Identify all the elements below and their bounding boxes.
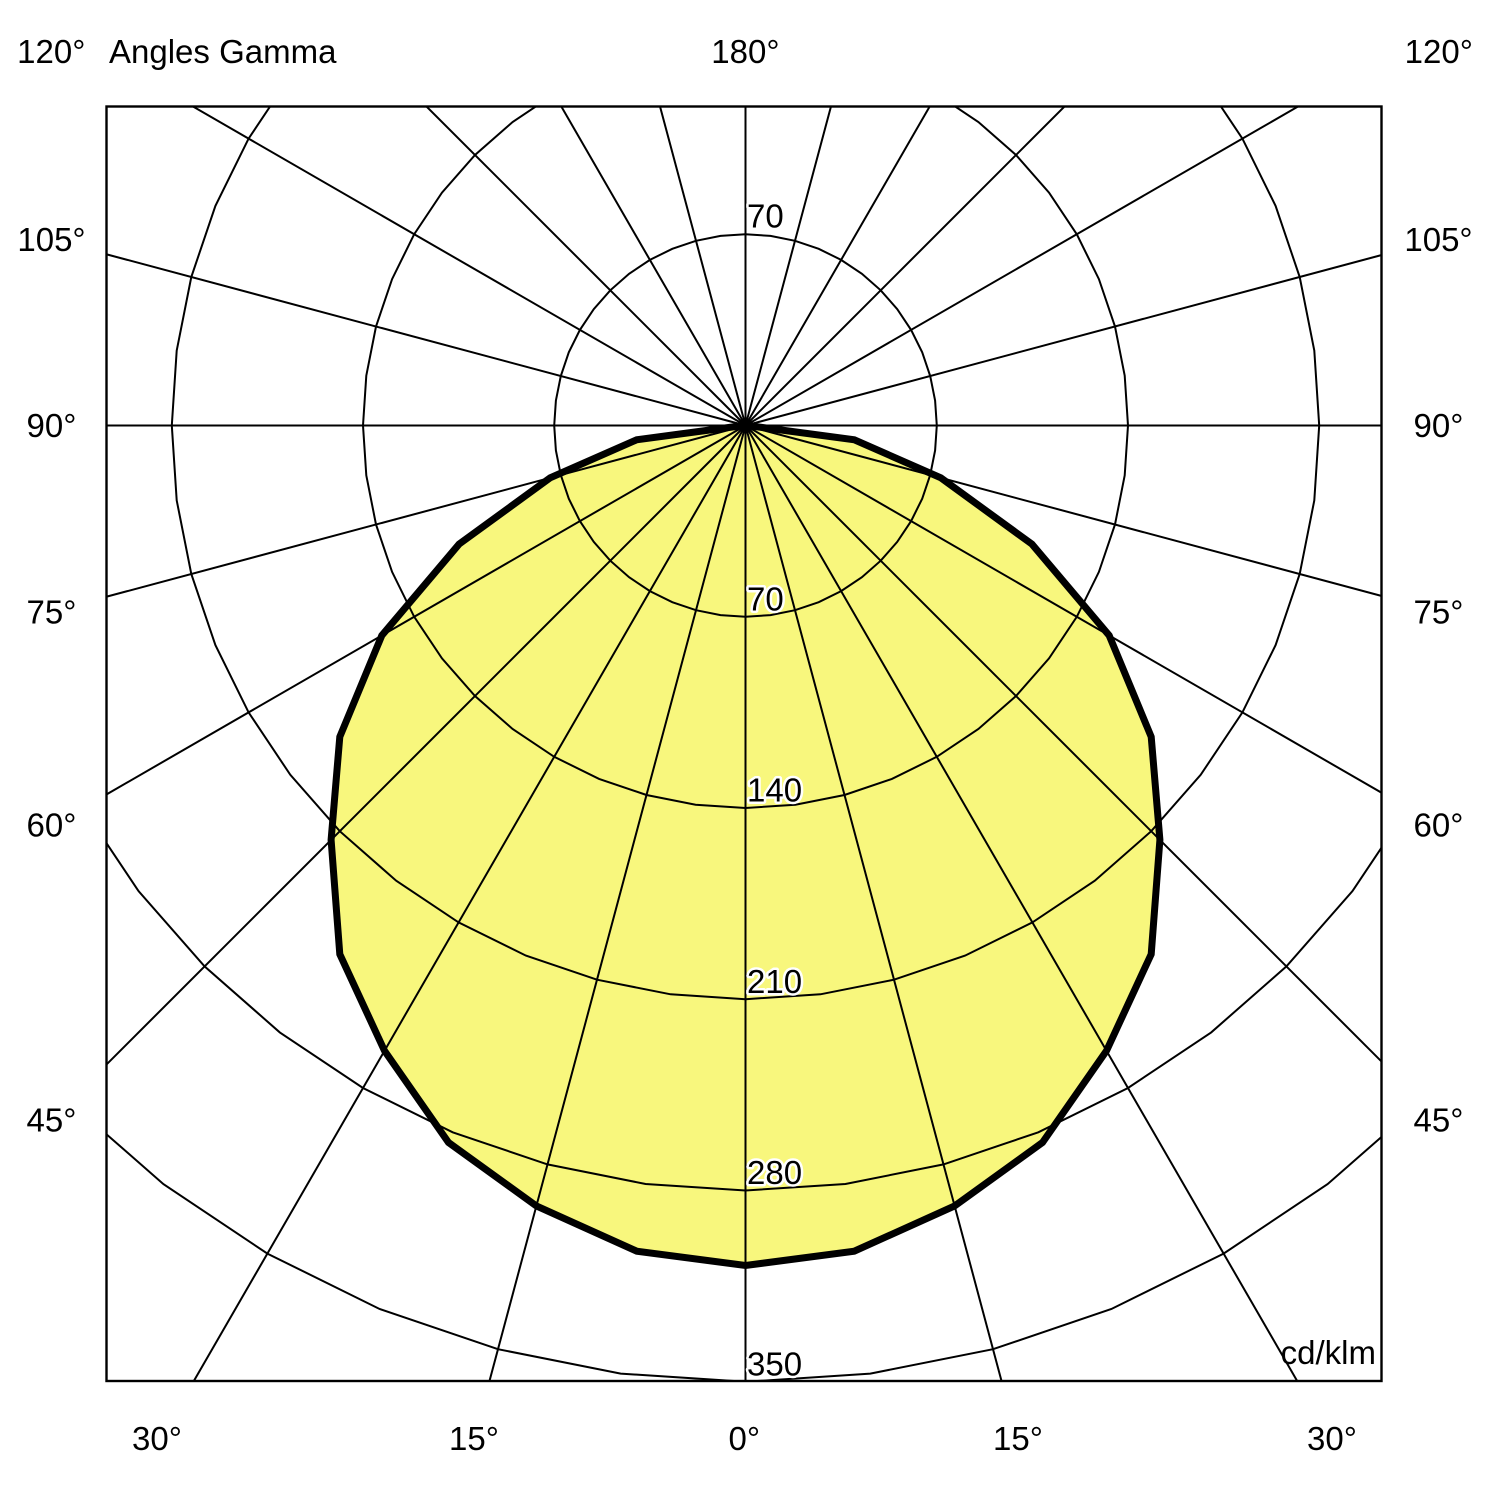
svg-text:45°: 45° [27,1101,77,1138]
svg-text:350: 350 [747,1345,802,1382]
svg-text:210: 210 [747,963,802,1000]
svg-text:15°: 15° [449,1420,499,1457]
svg-text:60°: 60° [27,806,77,843]
svg-text:280: 280 [747,1154,802,1191]
svg-text:70: 70 [747,197,784,234]
svg-text:120°: 120° [1405,33,1473,70]
svg-text:75°: 75° [27,593,77,630]
svg-text:cd/klm: cd/klm [1281,1334,1376,1371]
svg-text:60°: 60° [1414,806,1464,843]
svg-text:15°: 15° [993,1420,1043,1457]
svg-text:105°: 105° [1404,221,1472,258]
svg-text:140: 140 [747,772,802,809]
svg-text:90°: 90° [27,407,77,444]
svg-text:45°: 45° [1414,1101,1464,1138]
svg-text:180°: 180° [711,33,779,70]
svg-text:Angles Gamma: Angles Gamma [109,33,337,70]
svg-text:90°: 90° [1414,407,1464,444]
svg-text:75°: 75° [1414,593,1464,630]
svg-text:30°: 30° [132,1420,182,1457]
svg-text:120°: 120° [17,33,85,70]
svg-text:0°: 0° [729,1420,761,1457]
svg-text:30°: 30° [1307,1420,1357,1457]
svg-text:105°: 105° [17,221,85,258]
svg-text:70: 70 [747,580,784,617]
